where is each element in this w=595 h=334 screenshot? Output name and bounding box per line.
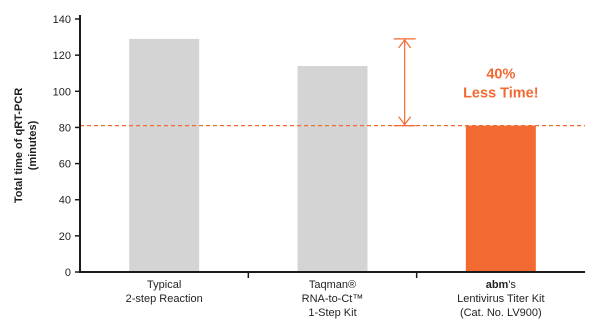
x-tick-labels: Typical 2-step Reaction Taqman® RNA-to-Ct™ 1… [126,279,545,319]
annotation-arrowhead-up [398,38,412,49]
bars [129,38,536,272]
annotation-arrowhead-down [398,116,412,126]
bar-2 [297,65,368,272]
y-tick-label-100: 100 [53,86,71,98]
x-label-2-line-2: RNA-to-Ct™ [302,293,364,305]
annotation: 40% Less Time! [393,38,539,127]
y-tick-label-20: 20 [59,231,71,243]
annotation-text-line-2: Less Time! [463,85,539,101]
y-axis-title-line-1: Total time of qRT-PCR [13,88,25,203]
y-tick-label-80: 80 [59,122,71,134]
x-label-1-line-2: 2-step Reaction [126,293,203,305]
annotation-text-line-1: 40% [486,66,515,82]
x-label-3-line-1: abm's [486,279,517,291]
y-axis-title: Total time of qRT-PCR (minutes) [13,88,39,203]
y-tick-label-0: 0 [65,267,71,279]
y-tick-label-140: 140 [53,14,71,26]
x-label-3-line-2: Lentivirus Titer Kit [457,293,544,305]
y-axis-title-line-2: (minutes) [27,120,39,170]
x-label-2-line-1: Taqman® [309,279,356,291]
x-label-2-line-3: 1-Step Kit [308,307,356,319]
y-tick-labels: 0 20 40 60 80 100 120 140 [53,14,71,279]
x-label-1-line-1: Typical [147,279,181,291]
y-tick-label-40: 40 [59,195,71,207]
bar-3 [465,125,536,272]
axes [75,15,585,278]
y-tick-label-60: 60 [59,159,71,171]
y-tick-label-120: 120 [53,50,71,62]
x-label-3-line-3: (Cat. No. LV900) [460,307,542,319]
bar-1 [129,38,200,272]
